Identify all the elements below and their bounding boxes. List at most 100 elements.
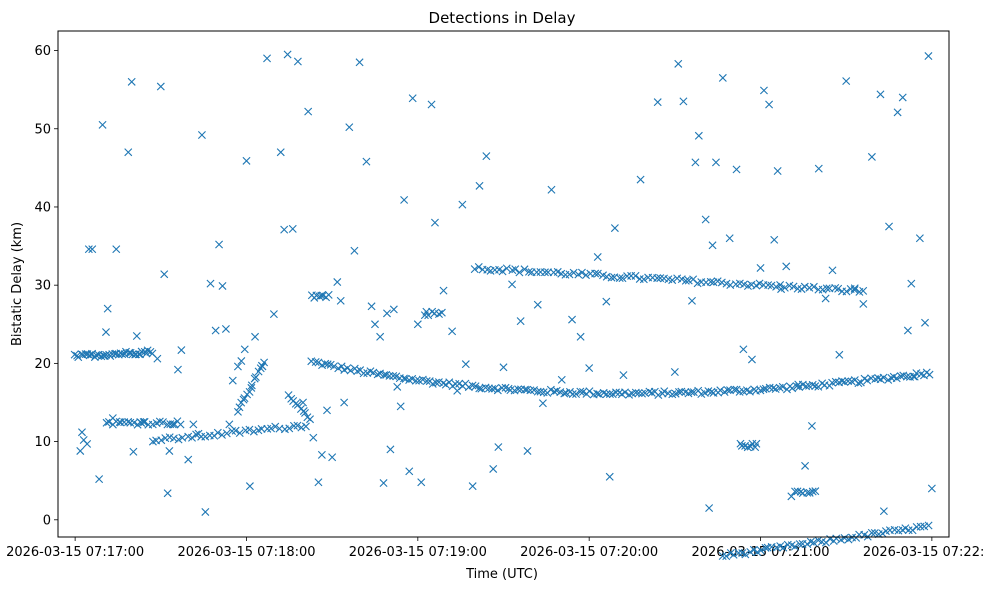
detection-point (854, 379, 863, 388)
detection-point (801, 461, 810, 470)
detection-point (639, 275, 648, 284)
detection-point (470, 265, 479, 274)
detection-point (631, 271, 640, 280)
detection-point (789, 282, 798, 291)
detection-point (497, 383, 506, 392)
detection-point (346, 366, 355, 375)
detection-point (498, 267, 507, 276)
detection-point (777, 285, 786, 294)
detection-point (263, 54, 272, 63)
detection-point (787, 492, 796, 501)
detection-point (340, 398, 349, 407)
detection-point (741, 550, 750, 559)
detection-point (811, 382, 820, 391)
detection-point (807, 421, 816, 430)
detection-point (441, 380, 450, 389)
detection-point (772, 282, 781, 291)
detection-point (189, 420, 198, 429)
detection-point (439, 286, 448, 295)
detection-point (788, 384, 797, 393)
detection-point (88, 245, 97, 254)
detection-point (333, 278, 342, 287)
detection-point (520, 265, 529, 274)
detection-point (217, 430, 226, 439)
detection-point (743, 443, 752, 452)
detection-point (835, 350, 844, 359)
detection-point (112, 245, 121, 254)
detection-point (879, 507, 888, 516)
detection-point (489, 464, 498, 473)
y-tick-label: 60 (34, 44, 51, 59)
detection-point (576, 387, 585, 396)
detection-point (876, 90, 885, 99)
detection-point (345, 123, 354, 132)
detection-point (77, 428, 86, 437)
detection-point (197, 131, 206, 140)
detection-point (393, 382, 402, 391)
detection-point (101, 328, 110, 337)
detection-point (711, 158, 720, 167)
detection-point (569, 268, 578, 277)
detection-point (752, 439, 761, 448)
detection-point (385, 371, 394, 380)
detection-point (605, 472, 614, 481)
detection-point (83, 439, 92, 448)
detection-point (631, 388, 640, 397)
detection-point (355, 58, 364, 67)
x-tick-label: 2026-03-15 07:22:00 (863, 545, 983, 560)
detection-point (896, 372, 905, 381)
detection-point (722, 552, 731, 561)
detection-point (577, 268, 586, 277)
detection-point (729, 550, 738, 559)
detection-point (795, 383, 804, 392)
detection-point (775, 383, 784, 392)
detection-point (228, 376, 237, 385)
detection-point (536, 387, 545, 396)
detection-point (653, 98, 662, 107)
detection-point (605, 390, 614, 398)
detection-point (276, 148, 285, 157)
detection-point (484, 384, 493, 393)
detection-point (778, 382, 787, 391)
detection-point (610, 224, 619, 233)
detection-point (304, 107, 313, 116)
detection-point (257, 361, 266, 370)
detection-point (317, 450, 326, 459)
detection-point (654, 391, 663, 399)
detection-point (288, 224, 297, 233)
y-tick-label: 50 (34, 122, 51, 137)
detection-point (323, 360, 332, 369)
detection-point (694, 131, 703, 140)
detection-point (328, 453, 337, 462)
scatter-points (70, 50, 936, 561)
detection-point (679, 97, 688, 106)
detection-point (612, 388, 620, 397)
detection-point (235, 403, 244, 412)
detection-point (127, 77, 136, 86)
detection-point (739, 345, 748, 354)
detection-point (767, 281, 776, 290)
detection-point (730, 385, 739, 394)
detection-point (336, 296, 345, 305)
detection-point (718, 73, 727, 82)
detection-point (511, 265, 520, 274)
detection-point (153, 354, 162, 363)
detection-point (716, 386, 725, 395)
detection-point (417, 478, 426, 487)
detection-point (494, 443, 503, 452)
detection-point (850, 284, 859, 293)
detection-point (184, 455, 193, 464)
x-tick-label: 2026-03-15 07:19:00 (349, 545, 487, 560)
detection-point (842, 287, 851, 296)
detection-point (814, 164, 823, 173)
detection-point (674, 388, 683, 396)
detection-point (602, 390, 611, 399)
detection-point (681, 276, 690, 285)
detection-point (705, 504, 714, 513)
detection-point (271, 422, 280, 431)
detection-point (508, 266, 517, 275)
detection-point (524, 267, 533, 276)
detection-point (102, 418, 111, 427)
